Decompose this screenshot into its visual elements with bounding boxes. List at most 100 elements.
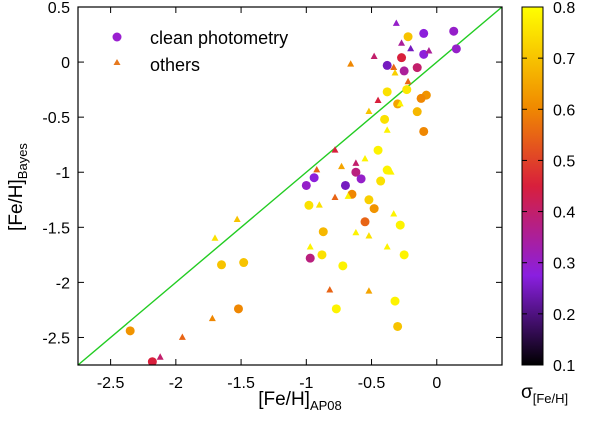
data-point-circle: [147, 357, 157, 365]
data-point-triangle: [326, 286, 334, 293]
data-point-circle: [304, 200, 314, 210]
data-point-circle: [369, 204, 379, 214]
data-point-circle: [412, 63, 422, 73]
data-point-triangle: [365, 232, 373, 239]
y-tick-label: -2: [56, 275, 70, 292]
colorbar-tick-label: 0.7: [553, 51, 575, 68]
data-point-triangle: [313, 166, 321, 173]
identity-line: [78, 7, 502, 365]
data-point-triangle: [404, 77, 412, 85]
y-tick-label: 0: [61, 55, 70, 72]
y-axis-title: [Fe/H]Bayes: [6, 143, 30, 231]
data-point-triangle: [315, 201, 323, 208]
colorbar-tick-label: 0.6: [553, 102, 575, 119]
data-point-triangle: [352, 159, 360, 166]
data-point-circle: [403, 32, 413, 42]
data-point-circle: [318, 227, 328, 237]
colorbar-tick-label: 0.8: [553, 0, 575, 17]
legend-label-others: others: [150, 55, 200, 75]
data-point-triangle: [425, 47, 433, 54]
data-point-triangle: [398, 39, 406, 46]
data-point-triangle: [344, 192, 352, 199]
y-tick-label: -1: [56, 165, 70, 182]
y-axis: 0.5 0 -0.5 -1 -1.5 -2 -2.5: [42, 0, 502, 347]
colorbar-tick-label: 0.1: [553, 358, 575, 375]
legend-marker-clean-photometry: [112, 32, 122, 42]
data-point-circle: [399, 66, 409, 76]
data-point-circle: [419, 49, 429, 59]
data-point-triangle: [306, 243, 314, 250]
data-point-triangle: [392, 19, 400, 26]
y-tick-label: -1.5: [42, 220, 70, 237]
data-point-triangle: [370, 52, 378, 59]
data-point-triangle: [233, 215, 241, 222]
data-point-circle: [340, 180, 350, 190]
data-point-circle: [416, 93, 426, 103]
data-point-circle: [317, 250, 327, 260]
x-axis-title: [Fe/H]AP08: [258, 389, 342, 413]
data-point-circle: [364, 195, 374, 205]
x-tick-label: -0.5: [358, 375, 386, 392]
data-point-triangle: [331, 146, 339, 153]
data-point-circle: [338, 261, 348, 271]
data-point-circle: [397, 53, 407, 63]
legend-marker-others: [113, 59, 121, 65]
legend-label-clean-photometry: clean photometry: [150, 28, 288, 48]
data-point-triangle: [178, 333, 186, 340]
data-point-circle: [309, 173, 319, 183]
colorbar-tick-label: 0.2: [553, 307, 575, 324]
data-point-triangle: [390, 210, 398, 217]
data-point-circle: [393, 321, 403, 331]
y-tick-label: 0.5: [48, 0, 70, 17]
x-tick-label: -1.5: [227, 375, 255, 392]
x-tick-label: 0: [432, 375, 441, 392]
x-tick-label: -2: [169, 375, 183, 392]
data-point-circle: [380, 114, 390, 124]
data-points: [125, 19, 461, 365]
data-point-triangle: [387, 168, 395, 175]
data-point-circle: [125, 326, 135, 336]
data-point-circle: [301, 180, 311, 190]
data-point-triangle: [383, 126, 391, 133]
data-point-circle: [382, 87, 392, 97]
data-point-circle: [399, 250, 409, 260]
data-point-circle: [395, 220, 405, 230]
data-point-circle: [356, 174, 366, 184]
data-point-circle: [331, 304, 341, 314]
data-point-circle: [217, 260, 227, 270]
data-point-triangle: [365, 287, 373, 294]
colorbar-tick-label: 0.4: [553, 205, 575, 222]
y-tick-label: -0.5: [42, 110, 70, 127]
data-point-circle: [376, 176, 386, 186]
colorbar-tick-label: 0.5: [553, 153, 575, 170]
data-point-circle: [419, 28, 429, 38]
data-point-triangle: [347, 60, 355, 67]
data-point-triangle: [352, 228, 360, 236]
data-point-triangle: [365, 107, 373, 115]
colorbar: [521, 6, 544, 366]
data-point-circle: [451, 44, 461, 54]
data-point-triangle: [208, 314, 216, 322]
data-point-circle: [351, 167, 361, 177]
colorbar-tick-label: 0.3: [553, 256, 575, 273]
data-point-triangle: [396, 99, 404, 107]
data-point-circle: [449, 26, 459, 36]
data-point-triangle: [156, 353, 164, 360]
data-point-circle: [305, 253, 315, 263]
data-point-triangle: [383, 243, 391, 250]
data-point-circle: [373, 145, 383, 155]
data-point-triangle: [390, 63, 398, 70]
data-point-circle: [412, 107, 422, 117]
data-point-circle: [419, 126, 429, 136]
x-axis: -2.5 -2 -1.5 -1 -0.5 0: [97, 7, 441, 392]
data-point-circle: [382, 60, 392, 70]
colorbar-title: σ[Fe/H]: [521, 382, 568, 406]
x-tick-label: -1: [299, 375, 313, 392]
data-point-triangle: [407, 44, 415, 52]
data-point-triangle: [331, 193, 339, 200]
x-tick-label: -2.5: [97, 375, 125, 392]
data-point-triangle: [391, 69, 399, 76]
data-point-circle: [239, 258, 249, 268]
colorbar-axis: 0.8 0.7 0.6 0.5 0.4 0.3 0.2 0.1: [522, 0, 575, 375]
